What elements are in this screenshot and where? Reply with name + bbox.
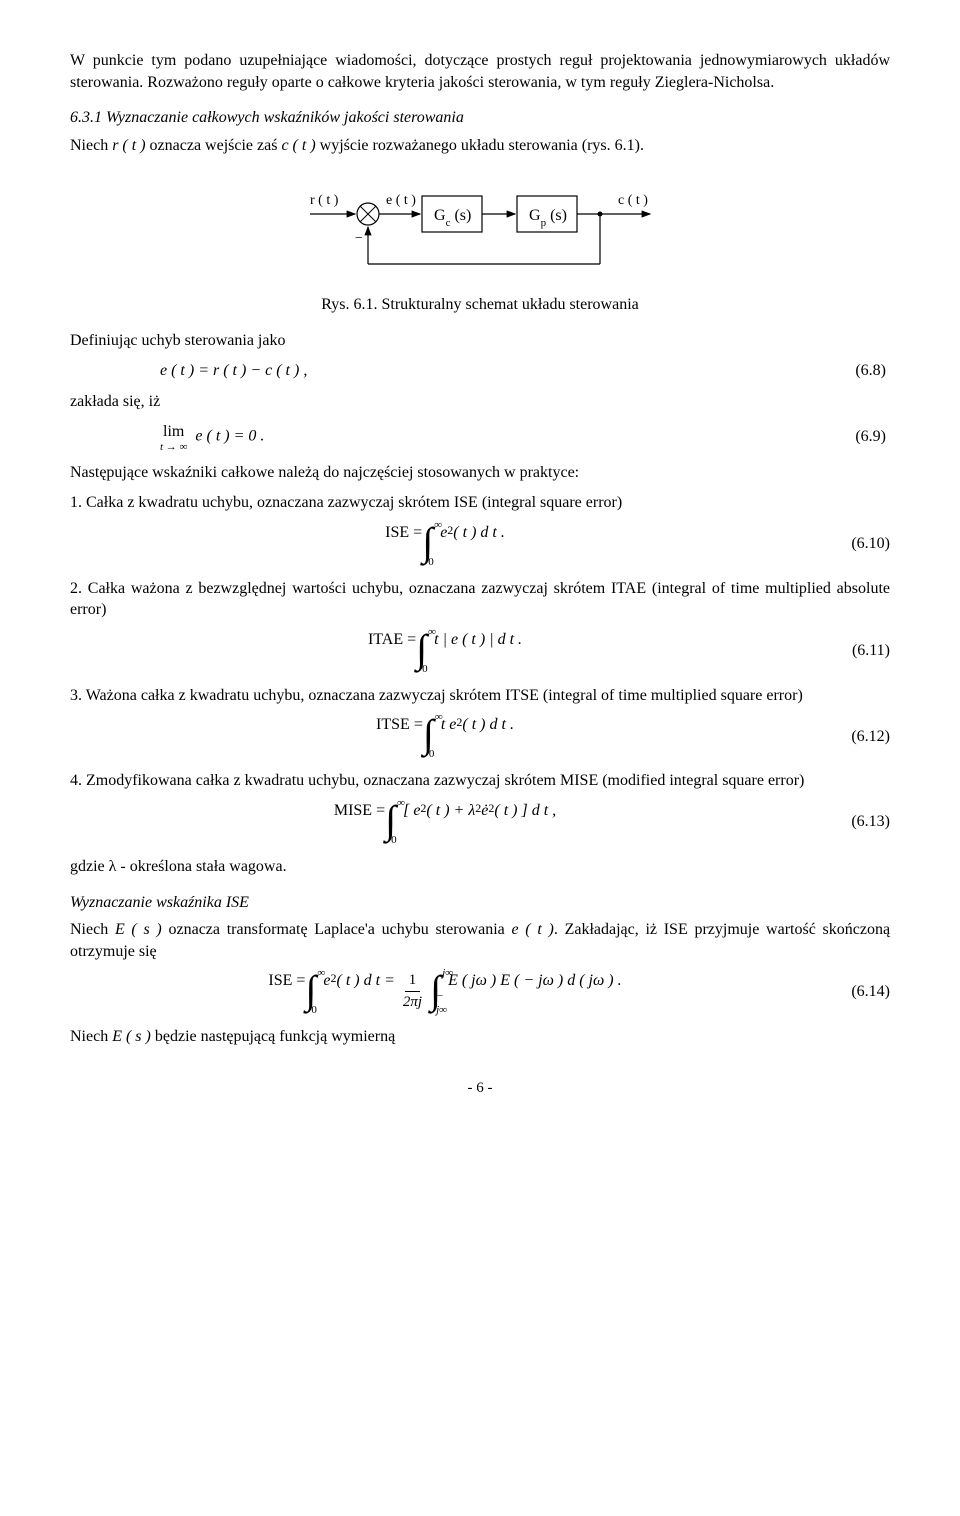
int2-up: j∞ [442, 966, 453, 981]
equation-6-14: ISE = ∫∞0 e2( t ) d t = 1 2πj ∫j∞− j∞ E … [70, 970, 890, 1014]
eq-body: lim t → ∞ e ( t ) = 0 . [70, 421, 816, 453]
equation-6-9: lim t → ∞ e ( t ) = 0 . (6.9) [70, 421, 890, 453]
eq-num: (6.9) [816, 426, 890, 448]
eq-body: ITSE = ∫∞0 t e2( t ) d t . [70, 714, 820, 758]
list-item-4: 4. Zmodyfikowana całka z kwadratu uchybu… [70, 770, 890, 792]
rhs: E ( jω ) E ( − jω ) d ( jω ) . [448, 970, 622, 1014]
Es: E ( s ) [115, 921, 162, 938]
ise-heading: Wyznaczanie wskaźnika ISE [70, 892, 890, 914]
def-p3: Następujące wskaźniki całkowe należą do … [70, 462, 890, 484]
ise-paragraph-1: Niech E ( s ) oznacza transformatę Lapla… [70, 919, 890, 962]
lim-text: lim [163, 421, 184, 443]
txt: Niech [70, 921, 115, 938]
ib: ( t ) + λ [426, 800, 475, 844]
integrand-b: ( t ) d t . [453, 522, 505, 566]
diagram-c-label: c ( t ) [618, 193, 648, 208]
mid-b: ( t ) d t = [337, 970, 395, 1014]
integrand-a: t e [441, 714, 457, 758]
eq-num: (6.12) [820, 726, 890, 748]
lhs: MISE = [334, 800, 385, 844]
lim-sub: t → ∞ [160, 442, 187, 452]
equation-6-11: ITAE = ∫∞0 t | e ( t ) | d t . (6.11) [70, 629, 890, 673]
eq-body: ISE = ∫∞0 e2( t ) d t = 1 2πj ∫j∞− j∞ E … [70, 970, 820, 1014]
section-heading-text: 6.3.1 Wyznaczanie całkowych wskaźników j… [70, 109, 464, 126]
lhs: ISE = [385, 522, 422, 566]
block-diagram: r ( t ) − e ( t ) Gc (s) Gp (s) c ( t ) [70, 174, 890, 284]
eq-body: e ( t ) = r ( t ) − c ( t ) , [70, 360, 816, 382]
page-number: - 6 - [70, 1078, 890, 1098]
lhs: ISE = [268, 970, 305, 1014]
item4-note: gdzie λ - określona stała wagowa. [70, 856, 890, 878]
section-heading: 6.3.1 Wyznaczanie całkowych wskaźników j… [70, 107, 890, 129]
id: ( t ) ] d t , [494, 800, 556, 844]
lhs: ITAE = [368, 629, 416, 673]
lhs: ITSE = [376, 714, 423, 758]
frac-num: 1 [405, 970, 421, 991]
txt: oznacza transformatę Laplace'a uchybu st… [162, 921, 512, 938]
txt: wyjście rozważanego układu sterowania (r… [316, 137, 644, 154]
def-p1: Definiując uchyb sterowania jako [70, 330, 890, 352]
frac-den: 2πj [399, 992, 426, 1012]
eq-body: ISE = ∫∞0 e2( t ) d t . [70, 522, 820, 566]
list-item-1: 1. Całka z kwadratu uchybu, oznaczana za… [70, 492, 890, 514]
eq-body: ITAE = ∫∞0 t | e ( t ) | d t . [70, 629, 820, 673]
eq-body-text: e ( t ) = 0 . [195, 427, 264, 444]
equation-6-13: MISE = ∫∞0 [ e2( t ) + λ2 ė2( t ) ] d t … [70, 800, 890, 844]
integrand-b: ( t ) d t . [462, 714, 514, 758]
et: e ( t ) [511, 921, 553, 938]
intro-paragraph: W punkcie tym podano uzupełniające wiado… [70, 50, 890, 93]
svg-text:−: − [355, 231, 363, 246]
txt: Niech [70, 1028, 112, 1045]
var-c-t: c ( t ) [281, 137, 315, 154]
eq-num: (6.8) [816, 360, 890, 382]
figure-caption: Rys. 6.1. Strukturalny schemat układu st… [70, 294, 890, 316]
equation-6-12: ITSE = ∫∞0 t e2( t ) d t . (6.12) [70, 714, 890, 758]
def-p2: zakłada się, iż [70, 391, 890, 413]
ic: ė [481, 800, 488, 844]
eq-num: (6.14) [820, 981, 890, 1003]
list-item-3: 3. Ważona całka z kwadratu uchybu, oznac… [70, 685, 890, 707]
section-paragraph: Niech r ( t ) oznacza wejście zaś c ( t … [70, 135, 890, 157]
equation-6-8: e ( t ) = r ( t ) − c ( t ) , (6.8) [70, 360, 890, 382]
eq-num: (6.11) [820, 640, 890, 662]
txt: oznacza wejście zaś [146, 137, 282, 154]
diagram-r-label: r ( t ) [310, 193, 339, 208]
int2-lo: − j∞ [436, 989, 448, 1019]
equation-6-10: ISE = ∫∞0 e2( t ) d t . (6.10) [70, 522, 890, 566]
eq-num: (6.10) [820, 533, 890, 555]
list-item-2: 2. Całka ważona z bezwzględnej wartości … [70, 578, 890, 621]
diagram-e-label: e ( t ) [386, 193, 416, 208]
ia: [ e [403, 800, 420, 844]
integrand: t | e ( t ) | d t . [434, 629, 522, 673]
Es2: E ( s ) [112, 1028, 151, 1045]
var-r-t: r ( t ) [112, 137, 145, 154]
txt: będzie następującą funkcją wymierną [151, 1028, 395, 1045]
eq-num: (6.13) [820, 811, 890, 833]
eq-body: MISE = ∫∞0 [ e2( t ) + λ2 ė2( t ) ] d t … [70, 800, 820, 844]
ise-paragraph-2: Niech E ( s ) będzie następującą funkcją… [70, 1026, 890, 1048]
txt: Niech [70, 137, 112, 154]
block-diagram-svg: r ( t ) − e ( t ) Gc (s) Gp (s) c ( t ) [300, 174, 660, 284]
